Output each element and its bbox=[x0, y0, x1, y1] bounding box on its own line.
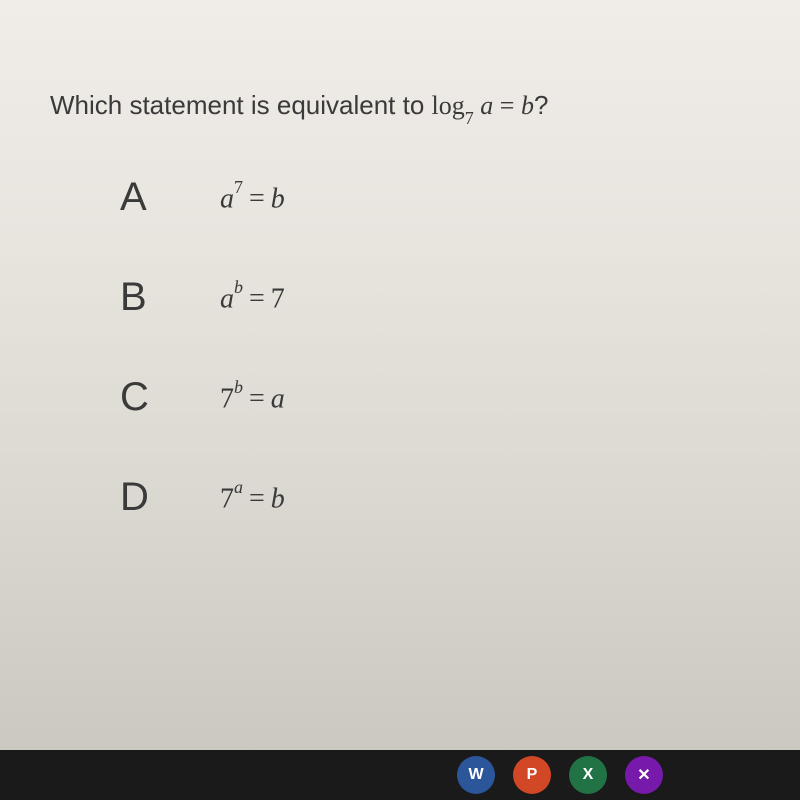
option-expression: a7=b bbox=[220, 181, 285, 215]
app-icon[interactable]: ✕ bbox=[625, 756, 663, 794]
option-expression: 7a=b bbox=[220, 481, 285, 515]
question-text: Which statement is equivalent to log7 a … bbox=[50, 90, 750, 125]
word-icon[interactable]: W bbox=[457, 756, 495, 794]
option-c[interactable]: C 7b=a bbox=[120, 375, 750, 420]
question-suffix: ? bbox=[534, 90, 548, 120]
powerpoint-icon[interactable]: P bbox=[513, 756, 551, 794]
option-letter: A bbox=[120, 175, 220, 220]
option-b[interactable]: B ab=7 bbox=[120, 275, 750, 320]
excel-icon[interactable]: X bbox=[569, 756, 607, 794]
option-expression: ab=7 bbox=[220, 281, 285, 315]
taskbar: W P X ✕ bbox=[0, 750, 800, 800]
option-letter: D bbox=[120, 475, 220, 520]
question-math: log7 a = b bbox=[432, 91, 534, 120]
options-list: A a7=b B ab=7 C 7b=a D 7a=b bbox=[50, 175, 750, 520]
option-letter: C bbox=[120, 375, 220, 420]
question-panel: Which statement is equivalent to log7 a … bbox=[0, 0, 800, 520]
option-letter: B bbox=[120, 275, 220, 320]
option-d[interactable]: D 7a=b bbox=[120, 475, 750, 520]
option-a[interactable]: A a7=b bbox=[120, 175, 750, 220]
option-expression: 7b=a bbox=[220, 381, 285, 415]
question-prefix: Which statement is equivalent to bbox=[50, 90, 432, 120]
